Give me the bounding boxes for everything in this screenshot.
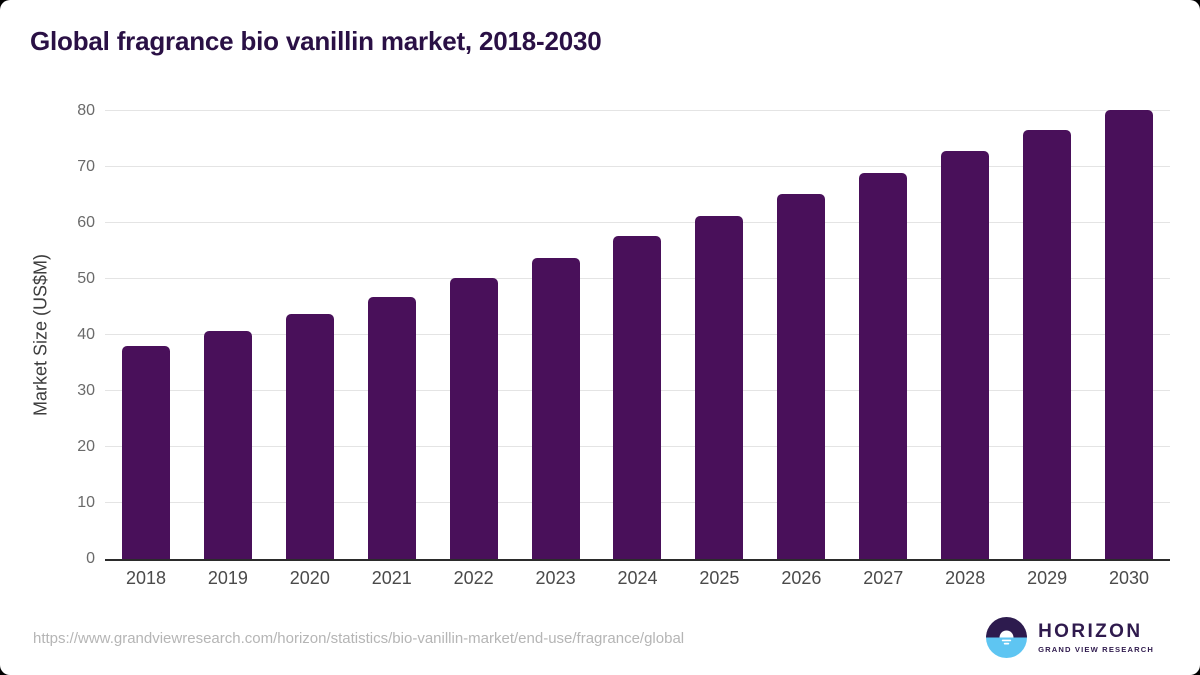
bar-2027	[859, 172, 908, 559]
sunrise-circle-icon	[986, 617, 1028, 658]
source-url: https://www.grandviewresearch.com/horizo…	[33, 630, 685, 647]
bar-slot	[597, 111, 679, 559]
bar-2021	[367, 296, 416, 559]
bar-slot	[842, 111, 924, 559]
x-tick-label: 2024	[617, 568, 658, 588]
y-tick-label: 50	[77, 270, 95, 287]
bar-2030	[1105, 109, 1154, 559]
chart-title: Global fragrance bio vanillin market, 20…	[30, 26, 602, 56]
bar-2020	[285, 314, 334, 559]
bar-slot	[515, 111, 597, 559]
bar-2018	[121, 346, 170, 559]
logo-text: HORIZON GRAND VIEW RESEARCH	[1038, 620, 1154, 654]
y-tick-label: 60	[77, 214, 95, 231]
y-tick-label: 20	[77, 438, 95, 455]
bar-slot	[1088, 109, 1170, 559]
x-tick-label: 2029	[1027, 568, 1068, 588]
x-tick-label: 2027	[863, 568, 904, 588]
x-tick-label: 2023	[535, 568, 576, 588]
x-tick-label: 2026	[781, 568, 822, 588]
x-tick-label: 2021	[371, 568, 412, 588]
x-axis-ticks: 2018 2019 2020 2021 2022 2023 2024 2025 2026 2027…	[105, 568, 1170, 589]
bar-2023	[531, 258, 580, 559]
bar-slot	[351, 111, 433, 559]
logo-subtitle: GRAND VIEW RESEARCH	[1038, 644, 1154, 654]
horizon-logo: HORIZON GRAND VIEW RESEARCH	[986, 617, 1154, 658]
plot-area	[105, 109, 1170, 561]
bar-slot	[924, 111, 1006, 559]
bar-2028	[941, 150, 990, 559]
bar-slot	[1006, 111, 1088, 559]
bar-2019	[203, 330, 252, 559]
y-tick-label: 40	[77, 326, 95, 343]
bar-slot	[678, 111, 760, 559]
bar-2026	[777, 194, 826, 559]
bar-2025	[695, 215, 744, 559]
bar-2022	[449, 277, 498, 559]
y-tick-label: 70	[77, 158, 95, 175]
bar-slot	[433, 111, 515, 559]
bar-2029	[1023, 130, 1072, 559]
logo-brand: HORIZON	[1038, 620, 1143, 642]
y-tick-label: 0	[86, 550, 95, 567]
y-tick-label: 80	[77, 102, 95, 119]
y-tick-label: 30	[77, 382, 95, 399]
y-axis-ticks: 0 10 20 30 40 50 60 70 80	[0, 102, 95, 567]
x-tick-label: 2030	[1109, 568, 1150, 588]
bars-container	[105, 109, 1170, 559]
x-tick-label: 2018	[125, 568, 166, 588]
bar-slot	[187, 111, 269, 559]
gridline	[105, 166, 1170, 167]
x-tick-label: 2019	[207, 568, 248, 588]
x-tick-label: 2025	[699, 568, 740, 588]
bar-slot	[760, 111, 842, 559]
bar-2024	[613, 235, 662, 559]
gridline	[105, 222, 1170, 223]
bar-slot	[269, 111, 351, 559]
gridline	[105, 110, 1170, 111]
x-tick-label: 2028	[945, 568, 986, 588]
x-tick-label: 2020	[289, 568, 330, 588]
bar-slot	[105, 111, 187, 559]
x-tick-label: 2022	[453, 568, 494, 588]
y-tick-label: 10	[77, 494, 95, 511]
